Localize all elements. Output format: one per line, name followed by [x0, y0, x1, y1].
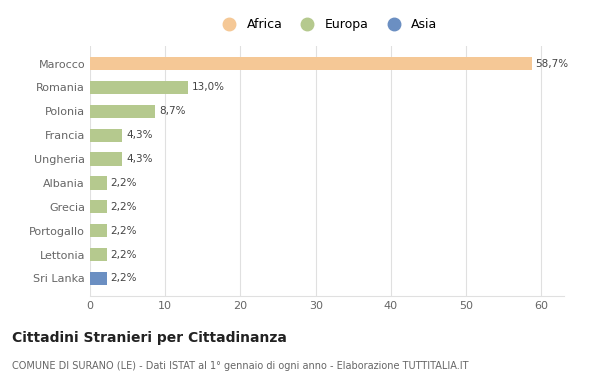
- Bar: [90, 128, 122, 142]
- Bar: [90, 224, 107, 237]
- Bar: [90, 81, 188, 94]
- Text: 2,2%: 2,2%: [110, 226, 137, 236]
- Bar: [90, 176, 107, 190]
- Text: 13,0%: 13,0%: [191, 82, 224, 92]
- Text: COMUNE DI SURANO (LE) - Dati ISTAT al 1° gennaio di ogni anno - Elaborazione TUT: COMUNE DI SURANO (LE) - Dati ISTAT al 1°…: [12, 361, 469, 370]
- Bar: [90, 152, 122, 166]
- Text: 2,2%: 2,2%: [110, 178, 137, 188]
- Text: 2,2%: 2,2%: [110, 274, 137, 283]
- Text: 8,7%: 8,7%: [159, 106, 186, 116]
- Text: 4,3%: 4,3%: [126, 130, 152, 140]
- Text: Cittadini Stranieri per Cittadinanza: Cittadini Stranieri per Cittadinanza: [12, 331, 287, 345]
- Bar: [90, 105, 155, 118]
- Text: 58,7%: 58,7%: [535, 59, 569, 68]
- Bar: [90, 248, 107, 261]
- Text: 2,2%: 2,2%: [110, 250, 137, 260]
- Bar: [90, 57, 532, 70]
- Text: 2,2%: 2,2%: [110, 202, 137, 212]
- Text: 4,3%: 4,3%: [126, 154, 152, 164]
- Legend: Africa, Europa, Asia: Africa, Europa, Asia: [213, 14, 441, 35]
- Bar: [90, 272, 107, 285]
- Bar: [90, 200, 107, 214]
